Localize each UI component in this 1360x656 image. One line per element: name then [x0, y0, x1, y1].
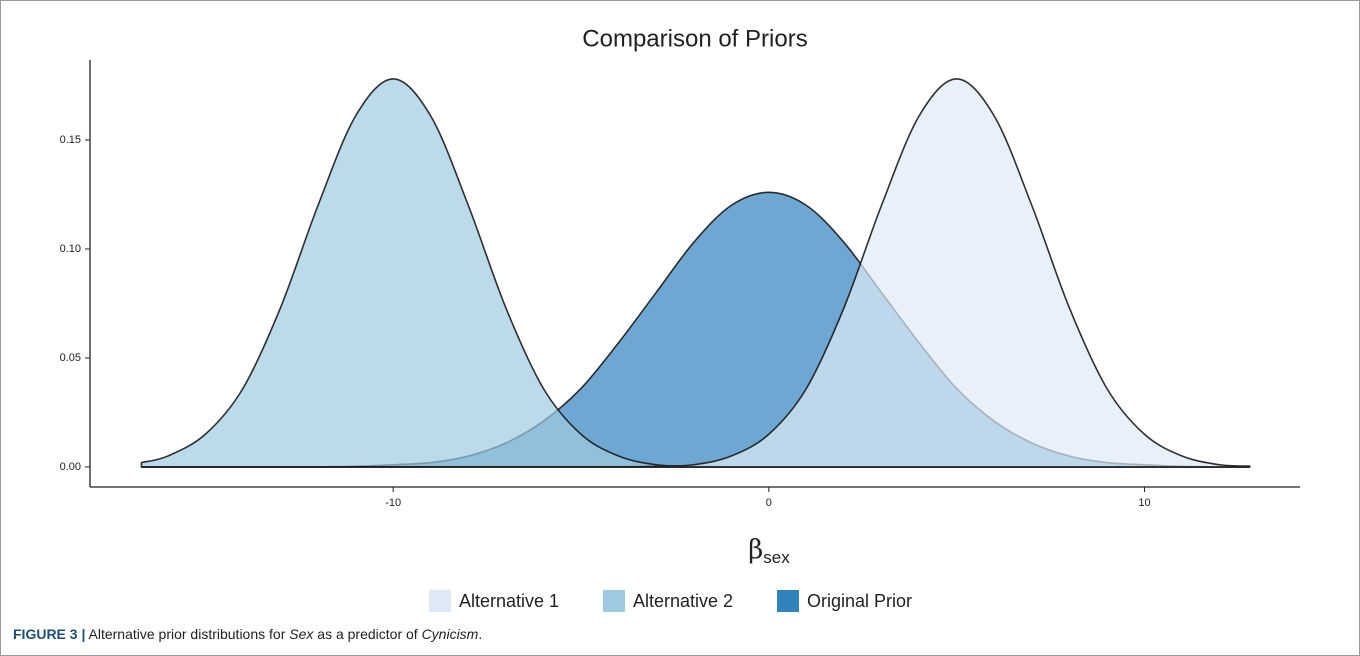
x-axis-symbol: β [748, 535, 763, 565]
density-area [141, 78, 1251, 468]
legend-swatch [429, 590, 451, 612]
y-tick-label: 0.15 [60, 134, 81, 146]
legend: Alternative 1 Alternative 2 Original Prior [429, 590, 912, 612]
x-tick-label: 0 [766, 497, 772, 509]
caption-text: . [478, 626, 482, 642]
x-tick-label: -10 [385, 497, 401, 509]
legend-label: Original Prior [807, 591, 912, 611]
caption: FIGURE 3 | Alternative prior distributio… [13, 626, 482, 642]
legend-swatch [777, 590, 799, 612]
x-axis-subscript: sex [763, 548, 790, 567]
legend-label: Alternative 2 [633, 591, 733, 611]
y-tick-label: 0.00 [60, 461, 81, 473]
legend-swatch [603, 590, 625, 612]
y-tick-label: 0.10 [60, 243, 81, 255]
plot-area: 0.00 0.05 0.10 0.15 -10 0 10 [60, 60, 1300, 509]
caption-text: as a predictor of [313, 626, 421, 642]
caption-label: FIGURE 3 | [13, 626, 85, 642]
y-tick-label: 0.05 [60, 352, 81, 364]
x-tick-label: 10 [1138, 497, 1150, 509]
x-axis-label: βsex [748, 535, 790, 567]
caption-text: Cynicism [422, 626, 479, 642]
legend-label: Alternative 1 [459, 591, 559, 611]
caption-text: Alternative prior distributions for [89, 626, 290, 642]
caption-text: Sex [289, 626, 314, 642]
chart-title: Comparison of Priors [582, 25, 807, 52]
